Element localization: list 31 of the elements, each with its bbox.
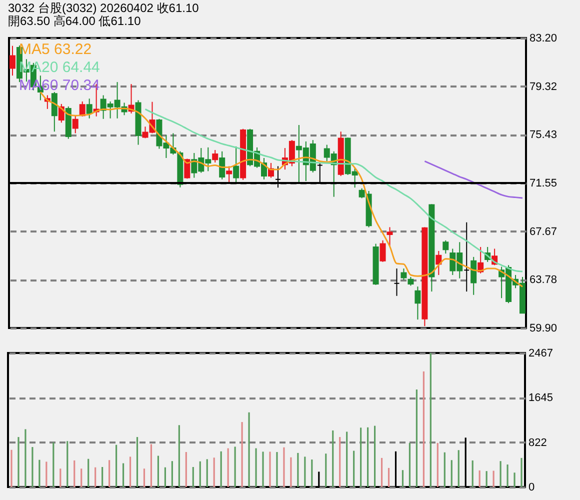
candlestick [233, 146, 240, 184]
y-tick-label: 67.67 [530, 226, 558, 238]
y-tick-label: 0 [528, 482, 535, 494]
candlestick [414, 286, 421, 320]
chart-title: 3032 台股(3032) 20260402 收61.10 [8, 1, 200, 15]
y-tick-label: 63.78 [530, 274, 558, 286]
y-tick-label: 1645 [528, 392, 553, 404]
candlestick [394, 268, 400, 296]
candlestick [9, 45, 16, 76]
y-tick-label: 75.43 [530, 129, 558, 142]
y-tick-label: 822 [528, 436, 547, 449]
candlestick [442, 240, 449, 254]
candlestick [470, 256, 477, 296]
chart-subtitle: 開63.50 高64.00 低61.10 [8, 14, 142, 28]
candlestick [386, 226, 393, 247]
y-tick-label: 2467 [528, 348, 553, 360]
candlestick [226, 166, 232, 184]
candlestick [212, 150, 218, 163]
line-series [144, 108, 524, 272]
candlestick [464, 222, 470, 292]
y-tick-label: 59.90 [530, 322, 558, 334]
y-tick-label: 79.32 [530, 80, 558, 93]
line-series [424, 160, 524, 199]
y-tick-label: 83.20 [530, 32, 558, 44]
candlestick [400, 268, 407, 280]
candlestick [51, 92, 58, 132]
candlestick [219, 150, 226, 180]
candlestick [72, 114, 78, 134]
candlestick [86, 98, 92, 119]
candlestick [380, 240, 386, 262]
y-tick-label: 71.55 [530, 178, 558, 190]
